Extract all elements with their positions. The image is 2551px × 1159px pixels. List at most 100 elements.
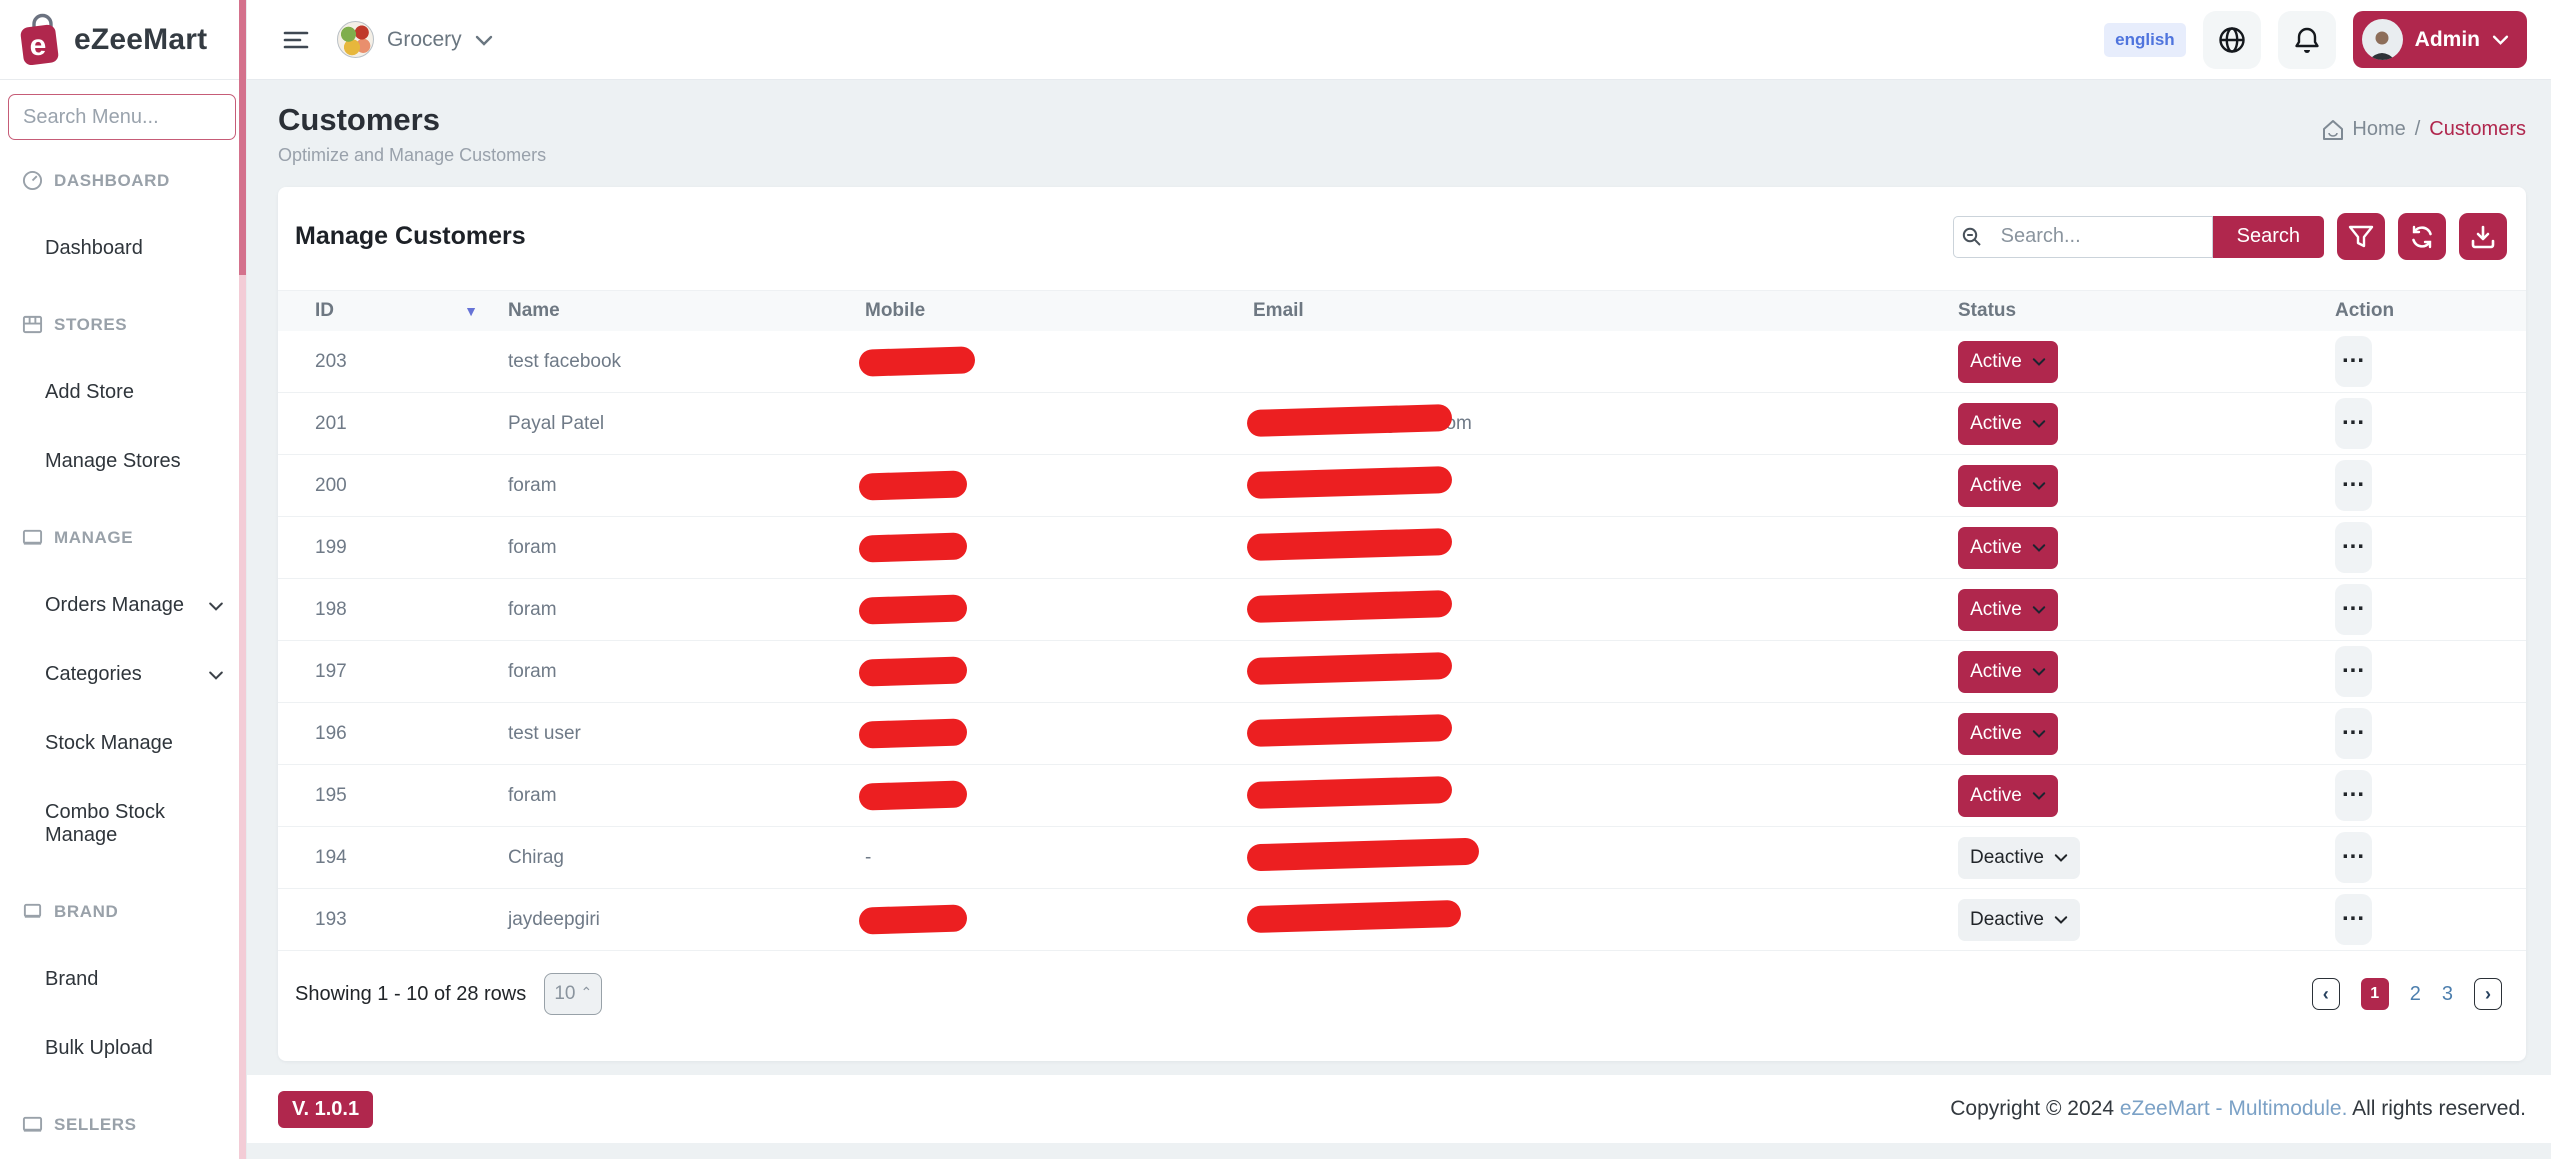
cell-action: ...: [2335, 708, 2502, 759]
sidebar-scrollbar[interactable]: [239, 0, 246, 1159]
row-actions-button[interactable]: ...: [2335, 832, 2372, 883]
sidebar-item-brand[interactable]: Brand: [0, 968, 246, 991]
status-dropdown[interactable]: Active: [1958, 588, 2058, 631]
redaction-mark: [858, 470, 968, 501]
row-actions-button[interactable]: ...: [2335, 770, 2372, 821]
brand-logo[interactable]: e eZeeMart: [0, 0, 246, 80]
manage-icon: [22, 527, 43, 548]
page-button-active[interactable]: 1: [2360, 978, 2389, 1010]
table-row: 195 foram Active...: [278, 765, 2526, 827]
row-actions-button[interactable]: ...: [2335, 336, 2372, 387]
row-actions-button[interactable]: ...: [2335, 522, 2372, 573]
redaction-mark: [858, 780, 968, 811]
hamburger-menu-icon[interactable]: [283, 28, 311, 52]
status-dropdown[interactable]: Active: [1958, 650, 2058, 693]
redaction-mark: [1246, 775, 1453, 810]
chevron-down-icon: [2032, 667, 2046, 676]
cell-status: Active: [1958, 402, 2335, 445]
breadcrumb-home-link[interactable]: Home: [2322, 118, 2406, 141]
status-dropdown[interactable]: Active: [1958, 526, 2058, 569]
status-dropdown[interactable]: Active: [1958, 774, 2058, 817]
page-button[interactable]: 2: [2409, 982, 2421, 1005]
cell-id: 197: [315, 660, 347, 682]
export-download-button[interactable]: [2459, 213, 2507, 260]
row-actions-button[interactable]: ...: [2335, 398, 2372, 449]
status-dropdown[interactable]: Deactive: [1958, 836, 2080, 879]
redaction-mark: [858, 718, 968, 749]
globe-button[interactable]: [2202, 10, 2261, 69]
sidebar-item-categories[interactable]: Categories: [0, 663, 246, 686]
row-actions-button[interactable]: ...: [2335, 460, 2372, 511]
sidebar: e eZeeMart DASHBOARD Dashboard STORES Add S…: [0, 0, 247, 1159]
search-icon: [1952, 215, 1991, 258]
copyright-link[interactable]: eZeeMart - Multimodule.: [2119, 1097, 2348, 1120]
sidebar-section-label: MANAGE: [54, 527, 134, 547]
sidebar-item-combo-stock-manage[interactable]: Combo Stock Manage: [0, 801, 246, 847]
cell-action: ...: [2335, 646, 2502, 697]
previous-page-button[interactable]: ‹: [2311, 978, 2340, 1010]
column-header-status[interactable]: Status: [1958, 300, 2017, 321]
row-actions-button[interactable]: ...: [2335, 584, 2372, 635]
home-icon: [2322, 119, 2344, 141]
redaction-mark: [1246, 589, 1453, 624]
cell-status: Active: [1958, 464, 2335, 507]
redaction-mark: [858, 656, 968, 687]
page-button[interactable]: 3: [2441, 982, 2453, 1005]
sidebar-scrollbar-thumb[interactable]: [239, 0, 246, 275]
row-actions-button[interactable]: ...: [2335, 646, 2372, 697]
language-badge[interactable]: english: [2104, 22, 2186, 57]
refresh-button[interactable]: [2398, 213, 2446, 260]
row-actions-button[interactable]: ...: [2335, 708, 2372, 759]
column-header-email[interactable]: Email: [1253, 300, 1304, 321]
cell-name: foram: [508, 474, 557, 496]
sidebar-item-label: Categories: [45, 663, 142, 685]
copyright-text: Copyright © 2024 eZeeMart - Multimodule.…: [1950, 1097, 2526, 1120]
status-dropdown[interactable]: Active: [1958, 712, 2058, 755]
column-header-name[interactable]: Name: [508, 300, 560, 321]
table-row: 199 foram Active...: [278, 517, 2526, 579]
sidebar-search-input[interactable]: [8, 94, 236, 140]
sort-desc-icon[interactable]: ▼: [464, 303, 478, 319]
admin-avatar: [2361, 19, 2403, 60]
cell-mobile: [858, 765, 1253, 826]
status-dropdown[interactable]: Active: [1958, 464, 2058, 507]
page-size-selector[interactable]: 10 ⌃: [544, 973, 603, 1015]
redaction-mark: [1246, 527, 1453, 562]
column-header-id[interactable]: ID ▼: [315, 300, 478, 321]
filter-button[interactable]: [2337, 213, 2385, 260]
sidebar-item-stock-manage[interactable]: Stock Manage: [0, 732, 246, 755]
cell-id: 195: [315, 784, 347, 806]
cell-status: Deactive: [1958, 836, 2335, 879]
status-dropdown[interactable]: Deactive: [1958, 898, 2080, 941]
table-search-input[interactable]: [1990, 215, 2213, 258]
admin-menu-button[interactable]: Admin: [2352, 11, 2527, 68]
sidebar-item-dashboard[interactable]: Dashboard: [0, 237, 246, 260]
chevron-down-icon: [2032, 729, 2046, 738]
sidebar-item-manage-stores[interactable]: Manage Stores: [0, 450, 246, 473]
cell-name: foram: [508, 536, 557, 558]
next-page-button[interactable]: ›: [2474, 978, 2502, 1010]
sidebar-item-bulk-upload[interactable]: Bulk Upload: [0, 1037, 246, 1060]
status-dropdown[interactable]: Active: [1958, 402, 2058, 445]
redaction-mark: [858, 594, 968, 625]
column-header-mobile[interactable]: Mobile: [865, 300, 926, 321]
status-dropdown[interactable]: Active: [1958, 340, 2058, 383]
sidebar-item-orders-manage[interactable]: Orders Manage: [0, 594, 246, 617]
cell-email: [1246, 827, 1958, 888]
breadcrumb-current[interactable]: Customers: [2429, 118, 2526, 140]
cell-id: 193: [315, 908, 347, 930]
row-actions-button[interactable]: ...: [2335, 894, 2372, 945]
chevron-down-icon: [2032, 481, 2046, 490]
cell-mobile: [858, 703, 1253, 764]
notifications-button[interactable]: [2277, 10, 2336, 69]
store-selector[interactable]: Grocery: [337, 21, 493, 58]
cell-name: jaydeepgiri: [508, 908, 600, 930]
column-header-action[interactable]: Action: [2335, 300, 2395, 321]
brand-icon: [22, 901, 43, 922]
redaction-mark: [858, 346, 976, 377]
sidebar-item-add-store[interactable]: Add Store: [0, 381, 246, 404]
sidebar-section-label: STORES: [54, 314, 128, 334]
cell-email: [1246, 579, 1958, 640]
search-button[interactable]: Search: [2212, 215, 2324, 258]
